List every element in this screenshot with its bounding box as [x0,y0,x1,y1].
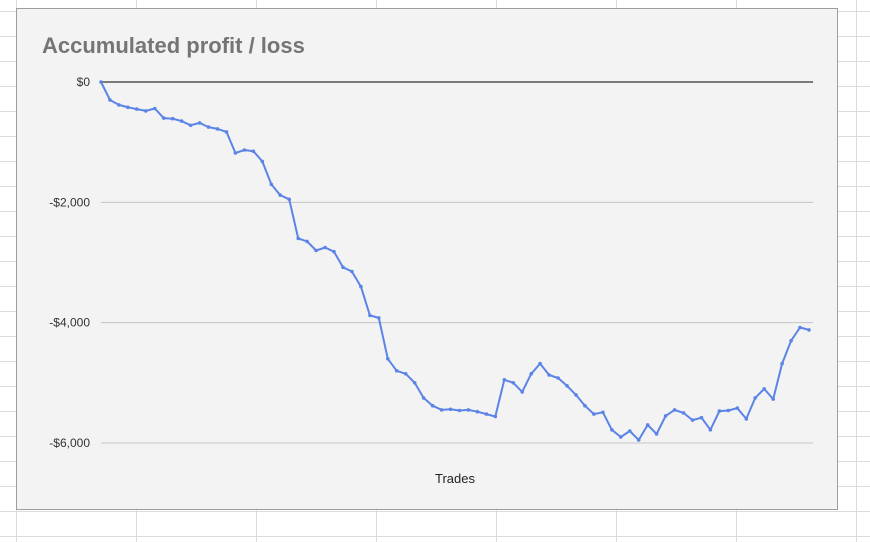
data-point [511,381,516,385]
data-point [439,408,444,412]
data-point [502,378,507,382]
chart-title: Accumulated profit / loss [42,33,305,58]
data-point [251,149,256,153]
data-point [305,239,309,244]
data-point [135,107,139,111]
data-point [601,410,605,415]
data-point [619,435,623,439]
data-point [574,393,578,397]
data-point [565,384,569,388]
gridlines [101,81,813,444]
y-tick-label: $0 [77,75,91,89]
data-point [583,403,587,408]
data-point [323,245,327,250]
data-point [377,316,381,320]
data-point [260,159,265,164]
data-point [188,123,193,128]
data-point [708,428,713,432]
data-point [287,197,292,202]
data-point [108,98,112,102]
data-point [529,372,533,376]
data-point [484,412,489,416]
data-point [117,103,121,107]
data-point [170,116,175,121]
data-point [556,376,560,380]
data-point [430,403,435,408]
data-point [368,313,372,318]
data-point [798,325,802,330]
data-point [332,249,336,254]
data-point [654,432,659,436]
y-tick-label: -$2,000 [49,195,90,209]
data-point [726,408,731,413]
data-point [744,417,749,421]
data-point [466,408,471,412]
data-point [681,411,686,415]
data-point [394,369,399,373]
data-point [762,387,766,391]
data-point [278,193,283,197]
data-point [224,130,229,134]
data-point [421,396,426,400]
data-point [412,381,417,385]
y-tick-label: -$6,000 [49,436,90,450]
data-point [807,328,811,332]
data-point [126,105,130,110]
data-point [628,429,632,433]
data-point [153,106,157,111]
data-point [735,406,740,410]
data-point [493,414,498,419]
data-point [179,119,184,123]
data-point [699,415,704,420]
data-point [663,414,668,418]
chart-card: Accumulated profit / loss [16,8,838,510]
data-point [233,151,238,155]
data-point [771,397,775,401]
data-point [296,236,301,241]
data-point [448,407,453,412]
data-point [215,127,220,131]
data-point [690,418,695,422]
y-axis-ticks: $0 -$2,000 -$4,000 -$6,000 [49,75,90,450]
data-point [242,148,247,152]
data-point [592,412,596,416]
data-point [475,409,480,414]
data-point [789,338,793,343]
data-point [403,372,408,376]
data-point [610,428,614,432]
data-point [161,116,166,120]
data-point [206,125,211,129]
data-point [780,361,784,366]
data-point [753,396,757,400]
data-point [341,265,345,270]
x-axis-label: Trades [435,471,475,486]
data-point [645,423,650,427]
data-point [538,361,542,366]
data-point [359,284,363,289]
series-line [100,81,810,441]
data-point [350,269,354,274]
data-point [386,357,390,361]
data-point [520,390,524,394]
y-tick-label: -$4,000 [49,316,90,330]
data-point [99,80,103,84]
data-point [672,408,677,412]
data-point [717,409,722,413]
data-point [144,109,148,113]
data-point [269,182,274,187]
data-point [197,121,202,125]
data-point [547,373,551,377]
data-point [457,408,462,413]
data-point [636,438,641,442]
data-point [314,248,318,253]
series-layer [99,80,811,442]
